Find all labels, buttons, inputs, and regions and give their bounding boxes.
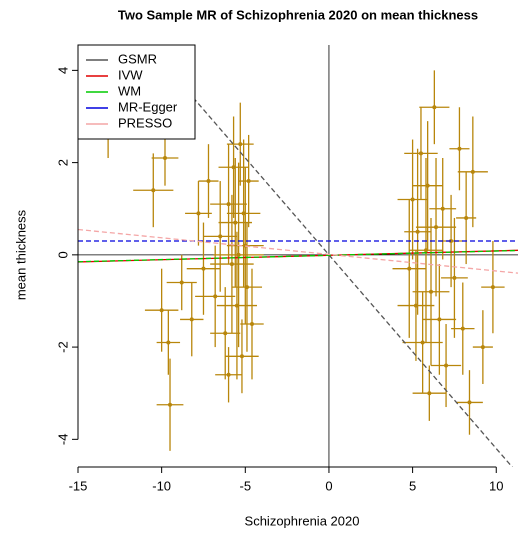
point <box>437 317 442 322</box>
point <box>490 285 495 290</box>
point <box>460 326 465 331</box>
point <box>423 248 428 253</box>
point <box>429 289 434 294</box>
point <box>241 211 246 216</box>
point <box>226 202 231 207</box>
x-tick-label: -10 <box>152 478 171 493</box>
point <box>440 206 445 211</box>
axes: -15 -10 -5 0 5 10 -4 -2 0 2 4 <box>55 67 503 494</box>
point <box>218 234 223 239</box>
x-axis-label: Schizophrenia 2020 <box>245 513 360 528</box>
chart-title: Two Sample MR of Schizophrenia 2020 on m… <box>118 7 478 22</box>
point <box>231 165 236 170</box>
x-tick-label: 5 <box>409 478 416 493</box>
point <box>162 155 167 160</box>
point <box>206 179 211 184</box>
point <box>470 169 475 174</box>
point <box>457 146 462 151</box>
legend-label: IVW <box>118 67 143 82</box>
point <box>452 275 457 280</box>
point <box>233 220 238 225</box>
point <box>449 239 454 244</box>
point <box>246 179 251 184</box>
point <box>239 354 244 359</box>
point <box>249 322 254 327</box>
point <box>427 391 432 396</box>
point <box>168 402 173 407</box>
legend-label: MR-Egger <box>118 99 178 114</box>
point <box>223 331 228 336</box>
x-tick-label: 0 <box>325 478 332 493</box>
point <box>432 105 437 110</box>
y-tick-label: -2 <box>55 341 70 353</box>
point <box>418 151 423 156</box>
plot-area <box>78 45 519 467</box>
point <box>151 188 156 193</box>
point <box>480 345 485 350</box>
x-tick-label: -5 <box>240 478 252 493</box>
y-tick-label: 4 <box>55 67 70 74</box>
y-tick-label: -4 <box>55 434 70 446</box>
regression-line <box>78 249 519 263</box>
point <box>464 215 469 220</box>
point <box>159 308 164 313</box>
point <box>444 363 449 368</box>
y-tick-label: 0 <box>55 251 70 258</box>
point <box>189 317 194 322</box>
point <box>425 183 430 188</box>
point <box>410 197 415 202</box>
point <box>236 252 241 257</box>
point <box>413 303 418 308</box>
point <box>213 294 218 299</box>
legend-label: WM <box>118 83 141 98</box>
point <box>415 229 420 234</box>
point <box>166 340 171 345</box>
point <box>420 340 425 345</box>
x-tick-label: -15 <box>69 478 88 493</box>
x-tick-label: 10 <box>489 478 503 493</box>
y-tick-label: 2 <box>55 159 70 166</box>
regression-line <box>78 228 519 274</box>
point <box>234 303 239 308</box>
point <box>196 211 201 216</box>
point <box>201 266 206 271</box>
point <box>407 266 412 271</box>
point <box>226 372 231 377</box>
point <box>229 262 234 267</box>
point <box>244 285 249 290</box>
point <box>434 225 439 230</box>
legend-label: PRESSO <box>118 115 172 130</box>
point <box>467 400 472 405</box>
legend-label: GSMR <box>118 51 157 66</box>
y-axis-label: mean thickness <box>13 209 28 300</box>
point <box>179 280 184 285</box>
point <box>238 142 243 147</box>
